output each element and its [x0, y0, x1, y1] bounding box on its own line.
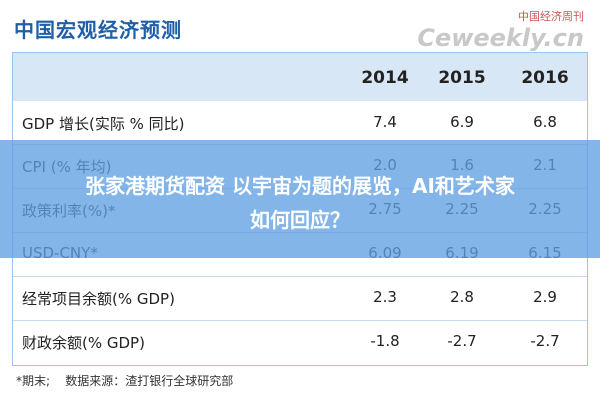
cell-value: 6.8	[533, 113, 557, 131]
watermark-en: Ceweekly.cn	[417, 24, 584, 52]
row-label: 财政余额(% GDP)	[22, 334, 145, 352]
row-separator	[13, 276, 587, 277]
overlay-text: 张家港期货配资 以宇宙为题的展览，AI和艺术家	[85, 174, 515, 198]
row-separator	[13, 320, 587, 321]
overlay-banner	[0, 140, 600, 258]
footer: *期末; 数据来源：渣打银行全球研究部	[16, 374, 234, 388]
cell-value: 7.4	[373, 113, 397, 131]
row-label: 经常项目余额(% GDP)	[22, 290, 175, 308]
cell-value: 2.8	[450, 288, 474, 306]
cell-value: -2.7	[447, 332, 477, 350]
cell-value: -1.8	[370, 332, 400, 350]
cell-value: -2.7	[530, 332, 560, 350]
watermark: 中国经济周刊 Ceweekly.cn	[417, 8, 584, 52]
row-label: GDP 增长(实际 % 同比)	[22, 115, 185, 133]
table-header	[13, 53, 587, 101]
column-header: 2016	[521, 68, 569, 88]
cell-value: 2.3	[373, 288, 397, 306]
cell-value: 2.9	[533, 288, 557, 306]
column-header: 2014	[361, 68, 409, 88]
title: 中国宏观经济预测	[14, 18, 182, 42]
overlay-text: 如何回应？	[250, 208, 350, 232]
watermark-cn: 中国经济周刊	[518, 10, 584, 23]
column-header: 2015	[438, 68, 486, 88]
cell-value: 6.9	[450, 113, 474, 131]
